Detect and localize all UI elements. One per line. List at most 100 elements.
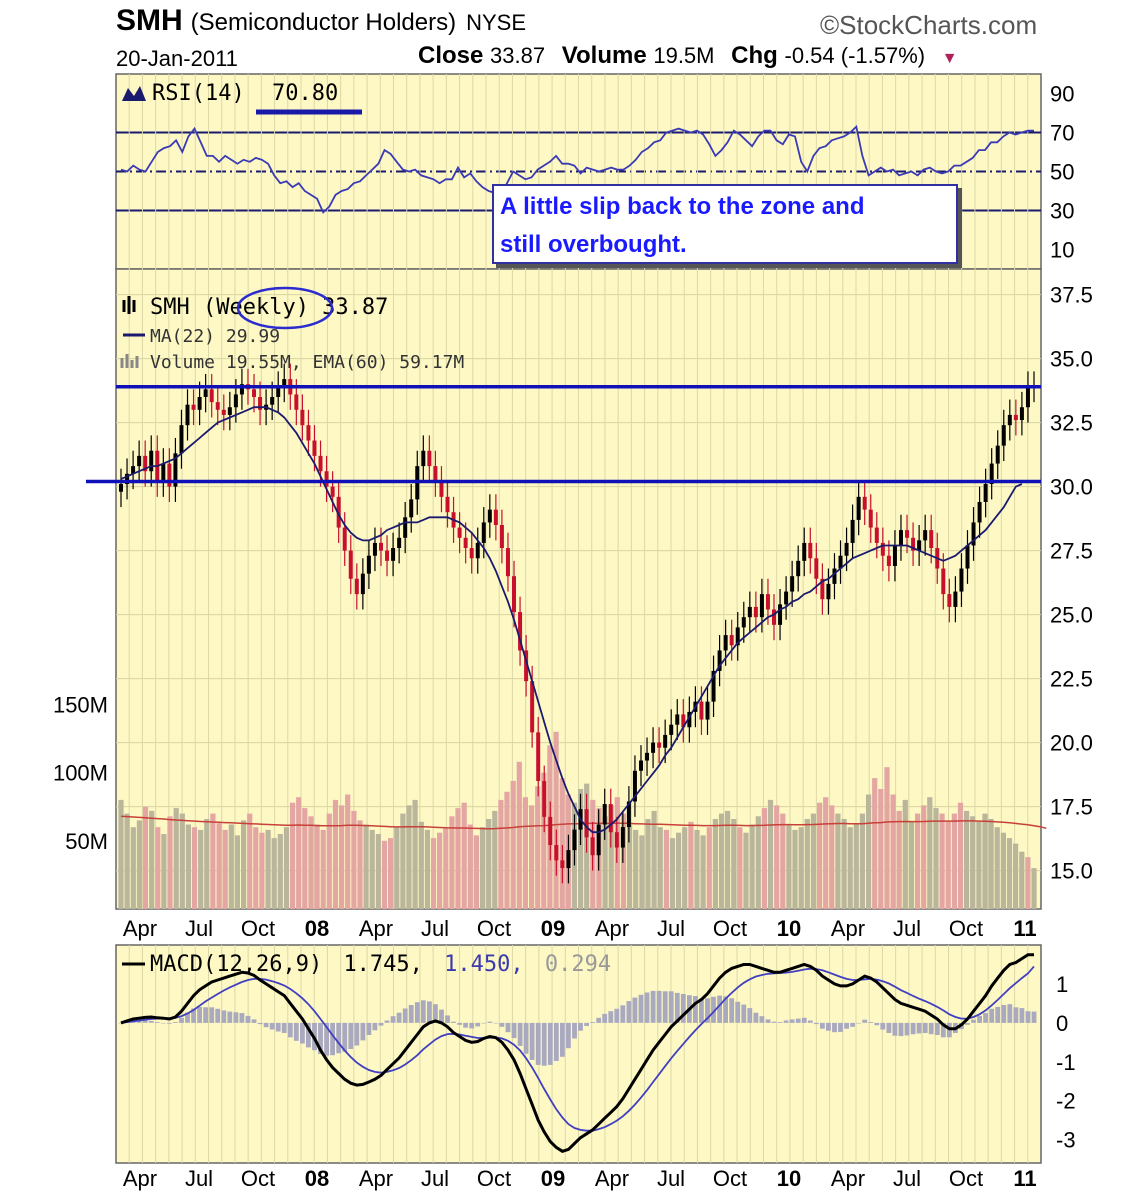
volume-bar-24 — [265, 829, 271, 909]
macd-xtick-7: 09 — [541, 1166, 565, 1191]
volume-bar-124 — [878, 789, 884, 909]
macd-xtick-5: Jul — [421, 1166, 449, 1191]
volume-value: 19.5M — [653, 43, 715, 68]
volume-bar-14 — [204, 819, 210, 909]
volume-bar-94 — [694, 829, 700, 909]
volume-bar-105 — [761, 808, 767, 909]
volume-bar-88 — [657, 827, 663, 909]
annotation-line-2: still overbought. — [500, 231, 687, 258]
volume-bar-42 — [375, 834, 381, 909]
volume-bar-55 — [455, 808, 461, 909]
brand-logo[interactable]: ©StockCharts.com — [820, 10, 1038, 40]
macd-hist-bar-64 — [505, 1022, 511, 1033]
macd-hist-bar-106 — [759, 1016, 765, 1023]
volume-bar-123 — [872, 778, 878, 909]
volume-bar-34 — [326, 813, 332, 909]
macd-hist-bar-123 — [862, 1019, 868, 1023]
macd-hist-bar-128 — [892, 1022, 898, 1036]
price-ytick-3: 30.0 — [1050, 475, 1093, 500]
macd-hist-bar-31 — [306, 1022, 311, 1048]
macd-hist-bar-5 — [148, 1020, 154, 1023]
volume-bar-12 — [191, 827, 198, 909]
macd-hist-bar-63 — [499, 1022, 505, 1027]
macd-ytick-4: -3 — [1056, 1128, 1076, 1153]
volume-bar-120 — [853, 824, 859, 909]
volume-bar-98 — [718, 813, 725, 909]
macd-hist-bar-90 — [662, 991, 668, 1023]
volume-bar-104 — [755, 816, 761, 909]
macd-xtick-2: Oct — [241, 1166, 275, 1191]
macd-hist-bar-47 — [402, 1008, 408, 1023]
volume-bar-84 — [633, 829, 639, 909]
macd-hist-bar-124 — [868, 1022, 874, 1023]
macd-ytick-1: 0 — [1056, 1011, 1068, 1036]
chg-label: Chg — [731, 42, 778, 69]
macd-legend: MACD(12,26,9) 1.745, 1.450, 0.294 — [122, 952, 611, 977]
macd-hist-bar-113 — [801, 1017, 807, 1023]
macd-xtick-13: Jul — [893, 1166, 921, 1191]
volume-bar-147 — [1019, 851, 1025, 909]
volume-bar-93 — [688, 821, 694, 909]
rsi-legend-icon — [122, 86, 146, 101]
volume-label: Volume 19.55M, EMA(60) 59.17M — [150, 352, 464, 373]
volume-bar-108 — [780, 813, 786, 909]
macd-hist-bar-57 — [463, 1022, 468, 1028]
volume-bar-90 — [669, 838, 676, 909]
volume-ytick-0: 150M — [53, 693, 108, 718]
volume-bar-28 — [290, 802, 296, 909]
volume-bar-53 — [443, 827, 449, 909]
volume-bar-149 — [1031, 868, 1037, 909]
volume-bar-25 — [271, 838, 277, 909]
price-ytick-7: 20.0 — [1050, 731, 1093, 756]
macd-hist-bar-116 — [820, 1022, 825, 1029]
chg-value: -0.54 (-1.57%) — [784, 43, 926, 68]
macd-hist-bar-140 — [965, 1022, 970, 1025]
macd-hist-bar-149 — [1019, 1008, 1025, 1023]
volume-bar-60 — [486, 819, 492, 909]
volume-bar-113 — [810, 813, 816, 909]
volume-bar-80 — [608, 805, 614, 909]
macd-hist-bar-77 — [584, 1022, 589, 1026]
volume-bar-20 — [241, 820, 247, 909]
volume-bar-62 — [498, 799, 504, 909]
macd-xtick-9: Jul — [657, 1166, 685, 1191]
macd-hist-bar-22 — [251, 1019, 257, 1023]
volume-bar-36 — [339, 805, 345, 909]
price-legend: SMH (Weekly) 33.87 MA(22) 29.99 Volume 1… — [120, 286, 464, 373]
volume-bar-8 — [167, 816, 173, 909]
price-xtick-14: Oct — [949, 916, 983, 941]
volume-bar-130 — [915, 813, 921, 909]
macd-hist-bar-68 — [529, 1022, 535, 1060]
close-value: 33.87 — [490, 43, 546, 68]
volume-bar-45 — [394, 827, 400, 909]
macd-xtick-1: Jul — [185, 1166, 213, 1191]
macd-hist-bar-100 — [723, 996, 728, 1023]
volume-ytick-1: 100M — [53, 761, 108, 786]
macd-xtick-4: Apr — [359, 1166, 393, 1191]
macd-value: 1.745, — [343, 952, 422, 977]
price-xtick-15: 11 — [1013, 916, 1036, 941]
volume-bar-56 — [461, 802, 467, 909]
volume-bar-137 — [957, 802, 964, 909]
macd-hist-bar-142 — [977, 1015, 982, 1023]
volume-bar-71 — [553, 731, 559, 909]
volume-bar-116 — [829, 805, 835, 909]
rsi-ytick-3: 30 — [1050, 199, 1074, 224]
volume-bar-118 — [841, 819, 847, 909]
macd-hist-bar-141 — [971, 1019, 976, 1023]
volume-bar-40 — [363, 824, 369, 909]
macd-hist-bar-105 — [753, 1012, 759, 1023]
security-name: (Semiconductor Holders) — [190, 9, 457, 36]
macd-hist-bar-8 — [167, 1022, 172, 1024]
price-ytick-5: 25.0 — [1050, 603, 1093, 628]
price-ytick-2: 32.5 — [1050, 411, 1093, 436]
volume-bar-112 — [804, 819, 810, 909]
macd-hist-bar-44 — [384, 1020, 390, 1023]
macd-hist-bar-133 — [922, 1022, 928, 1033]
macd-hist-bar-144 — [989, 1008, 995, 1023]
macd-hist-bar-78 — [590, 1022, 595, 1023]
rsi-label: RSI(14) — [152, 81, 245, 106]
price-ytick-8: 17.5 — [1050, 795, 1093, 820]
volume-bar-17 — [222, 829, 228, 909]
